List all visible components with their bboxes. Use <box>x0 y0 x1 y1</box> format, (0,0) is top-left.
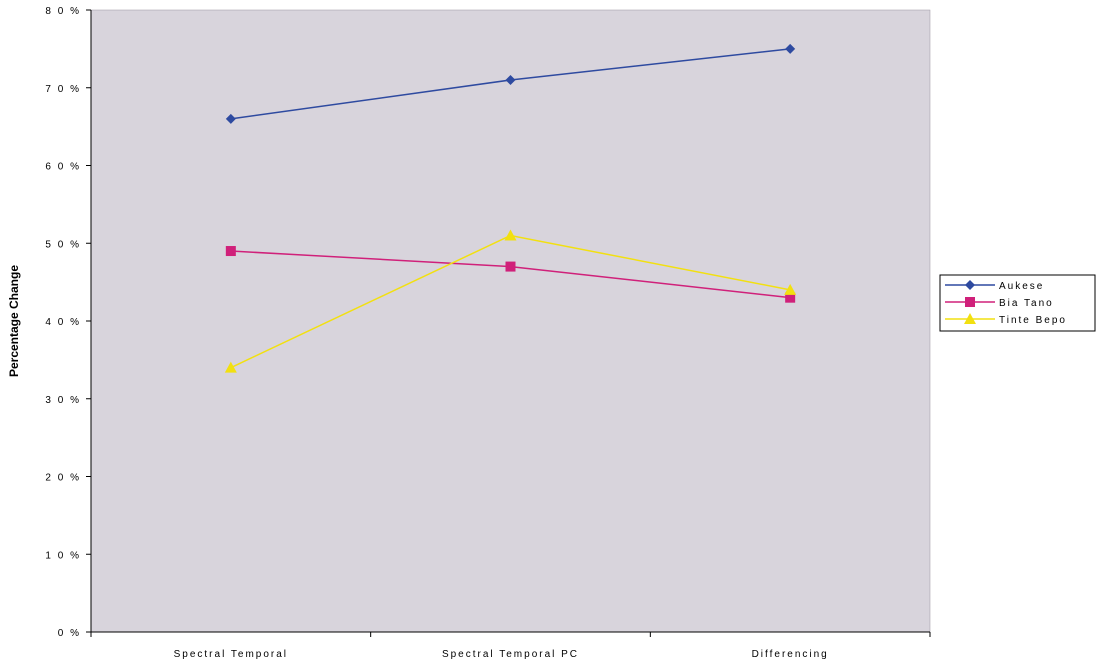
legend-marker-tinte-bepo <box>964 313 976 324</box>
data-point-aukese <box>505 74 516 85</box>
plot-area <box>90 9 931 633</box>
series-bia-tano <box>225 246 796 303</box>
data-point-aukese <box>785 43 796 54</box>
y-tick-label: 4 0 % <box>45 317 81 328</box>
legend-label-bia-tano: Bia Tano <box>999 298 1054 309</box>
data-point-tinte-bepo <box>504 229 517 241</box>
data-point-tinte-bepo <box>784 283 797 295</box>
y-tick-label: 0 % <box>58 628 81 639</box>
legend-label-tinte-bepo: Tinte Bepo <box>999 315 1067 326</box>
x-category-label: Spectral Temporal PC <box>442 649 579 660</box>
x-category-label: Differencing <box>752 649 829 660</box>
legend-marker-aukese <box>965 280 975 290</box>
y-tick-label: 6 0 % <box>45 162 81 173</box>
y-tick-label: 7 0 % <box>45 84 81 95</box>
y-tick-label: 2 0 % <box>45 473 81 484</box>
x-category-label: Spectral Temporal <box>174 649 288 660</box>
series-aukese <box>225 43 796 124</box>
y-tick-label: 5 0 % <box>45 239 81 250</box>
series-tinte-bepo <box>224 229 797 373</box>
y-tick-label: 8 0 % <box>45 6 81 17</box>
y-axis: 0 % 1 0 % 2 0 % 3 0 % 4 0 % 5 0 % 6 0 % 7 0 % 8 … <box>45 6 92 639</box>
y-axis-title: Percentage Change <box>7 265 21 377</box>
data-point-bia-tano <box>505 261 516 272</box>
y-tick-label: 3 0 % <box>45 395 81 406</box>
data-point-bia-tano <box>225 246 236 257</box>
legend-label-aukese: Aukese <box>999 281 1044 292</box>
legend: Aukese Bia Tano Tinte Bepo <box>939 274 1096 332</box>
series-layer <box>224 43 797 373</box>
x-axis: Spectral Temporal Spectral Temporal PC Dif… <box>90 631 931 660</box>
legend-marker-bia-tano <box>965 297 975 307</box>
data-point-bia-tano <box>785 292 796 303</box>
data-point-aukese <box>225 113 236 124</box>
y-tick-label: 1 0 % <box>45 550 81 561</box>
data-point-tinte-bepo <box>224 361 237 373</box>
